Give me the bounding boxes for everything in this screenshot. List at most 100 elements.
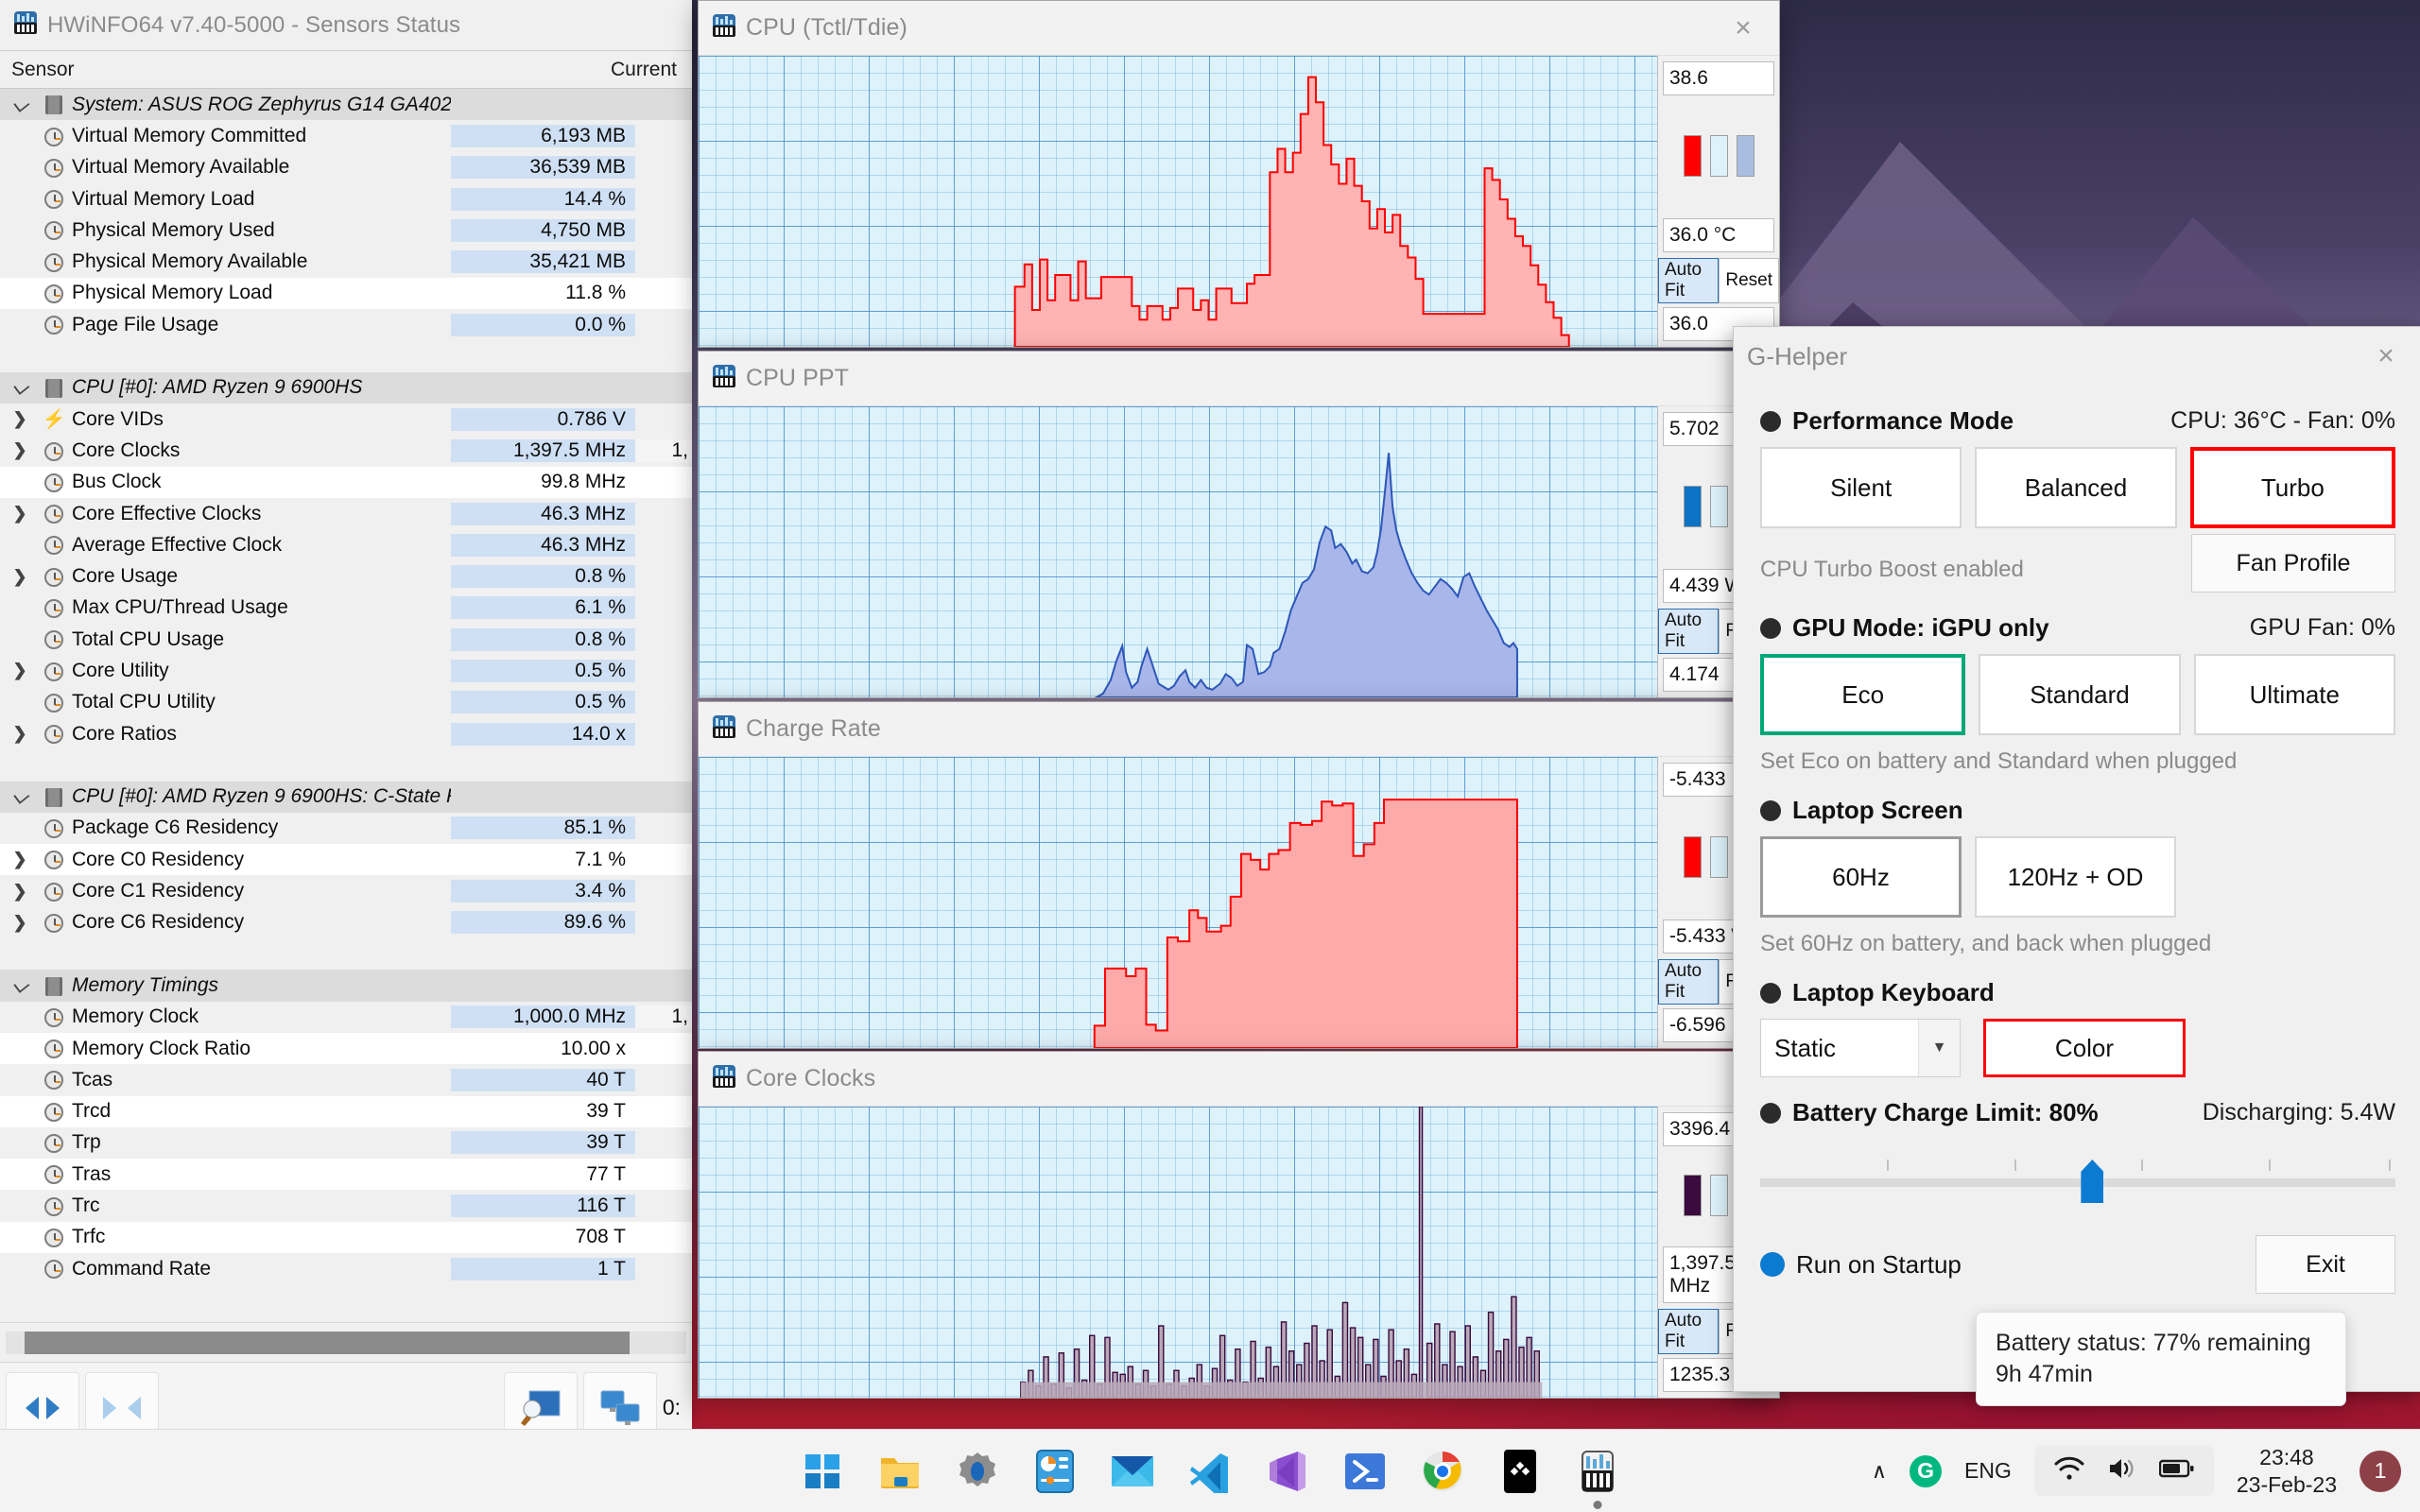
chevron-down-icon[interactable]: ⌵ <box>11 784 28 809</box>
hwinfo-sensor-list[interactable]: ⌵ System: ASUS ROG Zephyrus G14 GA402RK_.… <box>0 89 692 1322</box>
settings-icon[interactable] <box>953 1447 1002 1496</box>
sensor-group-row[interactable]: ⌵ System: ASUS ROG Zephyrus G14 GA402RK_.… <box>0 89 692 121</box>
mail-icon[interactable] <box>1108 1447 1157 1496</box>
sensor-row[interactable]: Command Rate 1 T <box>0 1252 692 1285</box>
chevron-right-icon[interactable]: ❯ <box>12 566 27 586</box>
notification-badge[interactable]: 1 <box>2360 1450 2401 1492</box>
tray-quick-settings[interactable] <box>2033 1446 2214 1496</box>
swatch-series-color[interactable] <box>1683 1175 1702 1216</box>
graph-plot-area[interactable] <box>699 757 1658 1048</box>
sensor-row[interactable]: Page File Usage 0.0 % <box>0 309 692 341</box>
sensor-row[interactable]: Memory Clock Ratio 10.00 x <box>0 1032 692 1065</box>
sensor-group-row[interactable]: ⌵ CPU [#0]: AMD Ryzen 9 6900HS: C-State R… <box>0 781 692 813</box>
column-header-current[interactable]: Current <box>610 58 677 80</box>
swatch-series-color[interactable] <box>1683 486 1702 527</box>
sensor-row[interactable]: Physical Memory Available 35,421 MB <box>0 246 692 278</box>
chevron-down-icon[interactable]: ⌵ <box>11 92 28 116</box>
sensor-group-row[interactable]: ⌵ Memory Timings <box>0 970 692 1002</box>
chevron-right-icon[interactable]: ❯ <box>12 850 27 869</box>
hwinfo-horizontal-scrollbar[interactable] <box>0 1322 692 1362</box>
sensor-row[interactable]: Trcd 39 T <box>0 1095 692 1127</box>
auto-fit-button[interactable]: Auto Fit <box>1658 1309 1720 1354</box>
chevron-down-icon[interactable]: ⌵ <box>11 972 28 997</box>
sensor-row[interactable]: ❯ Core Usage 0.8 % <box>0 560 692 593</box>
ghelper-titlebar[interactable]: G-Helper × <box>1734 327 2420 386</box>
hwinfo-titlebar[interactable]: HWiNFO64 v7.40-5000 - Sensors Status <box>0 0 692 51</box>
gpu-mode-ultimate[interactable]: Ultimate <box>2193 654 2395 735</box>
language-indicator[interactable]: ENG <box>1964 1458 2012 1483</box>
sensor-row[interactable]: ❯ Core Effective Clocks 46.3 MHz <box>0 497 692 530</box>
scrollbar-track[interactable] <box>6 1331 686 1354</box>
visual-studio-icon[interactable] <box>1263 1447 1312 1496</box>
chevron-right-icon[interactable]: ❯ <box>12 724 27 744</box>
keyboard-color-button[interactable]: Color <box>1983 1019 2186 1077</box>
sensor-row[interactable]: ❯ Core Clocks 1,397.5 MHz 1, <box>0 435 692 467</box>
sensor-row[interactable]: Virtual Memory Load 14.4 % <box>0 182 692 215</box>
auto-fit-button[interactable]: Auto Fit <box>1658 258 1720 303</box>
exit-button[interactable]: Exit <box>2256 1235 2395 1294</box>
volume-icon[interactable] <box>2106 1455 2138 1486</box>
sensor-row[interactable]: Average Effective Clock 46.3 MHz <box>0 529 692 561</box>
screen-refresh-60hz[interactable]: 60Hz <box>1760 836 1962 918</box>
battery-charge-limit-slider[interactable] <box>1760 1154 2395 1211</box>
run-on-startup-row[interactable]: Run on Startup <box>1760 1250 1962 1280</box>
graph-plot-area[interactable] <box>699 406 1658 697</box>
chrome-icon[interactable] <box>1418 1447 1467 1496</box>
chevron-right-icon[interactable]: ❯ <box>12 881 27 901</box>
sensor-row[interactable]: Physical Memory Load 11.8 % <box>0 277 692 310</box>
file-explorer-icon[interactable] <box>875 1447 925 1496</box>
reset-button[interactable]: Reset <box>1719 258 1779 303</box>
graph-titlebar[interactable]: CPU (Tctl/Tdie) × <box>699 1 1779 56</box>
tidal-icon[interactable] <box>1495 1447 1545 1496</box>
sensor-row[interactable]: Memory Clock 1,000.0 MHz 1, <box>0 1001 692 1033</box>
sensor-row[interactable]: Total CPU Utility 0.5 % <box>0 686 692 718</box>
sensor-row[interactable]: ❯ Core Utility 0.5 % <box>0 655 692 687</box>
chevron-down-icon[interactable]: ▼ <box>1918 1020 1960 1076</box>
column-header-sensor[interactable]: Sensor <box>11 58 75 80</box>
sensor-row[interactable]: Virtual Memory Available 36,539 MB <box>0 151 692 183</box>
start-icon[interactable] <box>798 1447 847 1496</box>
swatch-average-color[interactable] <box>1736 135 1754 177</box>
performance-mode-silent[interactable]: Silent <box>1760 447 1962 528</box>
gpu-mode-standard[interactable]: Standard <box>1979 654 2181 735</box>
sensor-row[interactable]: Package C6 Residency 85.1 % <box>0 812 692 845</box>
sensor-row[interactable]: ❯ Core Ratios 14.0 x <box>0 717 692 750</box>
battery-icon[interactable] <box>2158 1457 2195 1485</box>
performance-mode-turbo[interactable]: Turbo <box>2189 447 2395 528</box>
chevron-right-icon[interactable]: ❯ <box>12 504 27 523</box>
sensor-row[interactable]: Tcas 40 T <box>0 1064 692 1096</box>
sensor-row[interactable]: Trp 39 T <box>0 1126 692 1160</box>
graph-plot-area[interactable] <box>699 1107 1658 1398</box>
taskbar-clock[interactable]: 23:48 23-Feb-23 <box>2237 1444 2337 1499</box>
swatch-series-color[interactable] <box>1683 135 1702 177</box>
chevron-right-icon[interactable]: ❯ <box>12 661 27 680</box>
chevron-right-icon[interactable]: ❯ <box>12 409 27 429</box>
graph-titlebar[interactable]: CPU PPT × <box>699 352 1779 406</box>
screen-refresh-120hz-od[interactable]: 120Hz + OD <box>1975 836 2176 918</box>
slider-track[interactable] <box>1760 1178 2395 1187</box>
ghelper-tray-icon[interactable]: G <box>1910 1454 1943 1487</box>
swatch-background-color[interactable] <box>1709 486 1728 527</box>
sensor-row[interactable]: Tras 77 T <box>0 1159 692 1191</box>
sensor-row[interactable]: Max CPU/Thread Usage 6.1 % <box>0 592 692 625</box>
sensor-row[interactable]: Virtual Memory Committed 6,193 MB <box>0 120 692 152</box>
run-on-startup-toggle[interactable] <box>1760 1252 1785 1277</box>
fan-profile-button[interactable]: Fan Profile <box>2191 534 2395 593</box>
sensor-row[interactable]: ❯ ⚡ Core VIDs 0.786 V <box>0 403 692 436</box>
sensor-row[interactable]: Physical Memory Used 4,750 MB <box>0 215 692 247</box>
performance-mode-balanced[interactable]: Balanced <box>1975 447 2177 528</box>
sensor-row[interactable]: ❯ Core C0 Residency 7.1 % <box>0 844 692 876</box>
sensor-group-row[interactable]: ⌵ CPU [#0]: AMD Ryzen 9 6900HS <box>0 371 692 404</box>
swatch-background-color[interactable] <box>1709 836 1728 878</box>
sensor-row[interactable]: ❯ Core C6 Residency 89.6 % <box>0 906 692 939</box>
wifi-icon[interactable] <box>2053 1455 2085 1486</box>
swatch-series-color[interactable] <box>1683 836 1702 878</box>
sensor-row[interactable]: Trc 116 T <box>0 1190 692 1222</box>
sensor-row[interactable]: ❯ Core C1 Residency 3.4 % <box>0 875 692 907</box>
chevron-right-icon[interactable]: ❯ <box>12 440 27 460</box>
sensor-row[interactable]: Bus Clock 99.8 MHz <box>0 466 692 498</box>
graph-plot-area[interactable] <box>699 56 1658 347</box>
graph-titlebar[interactable]: Core Clocks × <box>699 1052 1779 1107</box>
close-icon[interactable]: × <box>2377 340 2394 371</box>
hwinfo-icon[interactable] <box>1573 1447 1622 1509</box>
